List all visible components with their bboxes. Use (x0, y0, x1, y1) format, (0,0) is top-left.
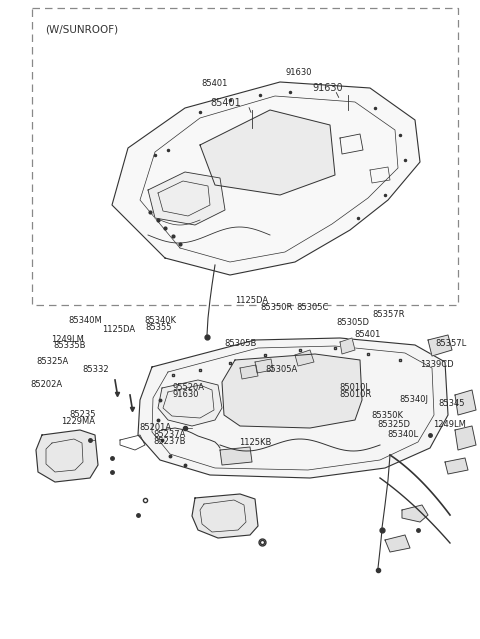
Text: 85357L: 85357L (435, 339, 466, 348)
Polygon shape (445, 458, 468, 474)
Text: 1229MA: 1229MA (61, 417, 96, 426)
Polygon shape (148, 172, 225, 225)
Text: 85305C: 85305C (297, 303, 329, 312)
Polygon shape (402, 505, 428, 522)
Text: 85340J: 85340J (399, 395, 428, 404)
Text: 85202A: 85202A (30, 380, 62, 389)
Text: 91630: 91630 (286, 68, 312, 77)
Text: 85355: 85355 (145, 323, 171, 332)
Polygon shape (295, 350, 314, 366)
Polygon shape (138, 338, 448, 478)
Text: 85350K: 85350K (371, 412, 403, 420)
Text: 1249LM: 1249LM (433, 420, 466, 429)
Text: 85237A: 85237A (154, 430, 186, 439)
Text: 1125KB: 1125KB (239, 438, 271, 447)
Polygon shape (455, 426, 476, 450)
Text: 85345: 85345 (438, 399, 465, 408)
Text: 85332: 85332 (83, 365, 109, 374)
Polygon shape (36, 430, 98, 482)
Text: 85401: 85401 (355, 330, 381, 339)
Text: 85340M: 85340M (69, 316, 102, 325)
Text: 85350R: 85350R (261, 303, 293, 312)
Text: 85401: 85401 (210, 98, 241, 108)
Text: 85010L: 85010L (339, 383, 370, 392)
Polygon shape (112, 82, 420, 275)
Text: 1125DA: 1125DA (102, 325, 135, 334)
Text: 85325D: 85325D (378, 420, 411, 429)
Text: 85401: 85401 (202, 79, 228, 88)
Text: 1249LM: 1249LM (51, 335, 84, 344)
Polygon shape (455, 390, 476, 415)
Polygon shape (158, 380, 222, 426)
Text: 85010R: 85010R (339, 390, 371, 399)
Text: 85305B: 85305B (225, 339, 257, 348)
Text: 85237B: 85237B (154, 437, 186, 446)
Text: 85201A: 85201A (139, 423, 171, 432)
Polygon shape (340, 338, 355, 354)
Polygon shape (428, 335, 452, 356)
Text: 91630: 91630 (312, 83, 343, 93)
Polygon shape (200, 110, 335, 195)
Text: 85357R: 85357R (372, 310, 405, 319)
Polygon shape (222, 354, 362, 428)
Text: 85325A: 85325A (36, 357, 68, 366)
Text: 85235: 85235 (70, 410, 96, 419)
Text: 85335B: 85335B (53, 341, 86, 350)
Text: (W/SUNROOF): (W/SUNROOF) (45, 24, 118, 34)
Text: 85340L: 85340L (387, 430, 418, 439)
Text: 85305A: 85305A (265, 365, 298, 374)
Text: 1125DA: 1125DA (235, 296, 268, 305)
Text: 1339CD: 1339CD (420, 360, 454, 369)
Polygon shape (240, 365, 258, 379)
Polygon shape (220, 447, 252, 465)
Text: 85340K: 85340K (144, 316, 176, 325)
Polygon shape (385, 535, 410, 552)
Text: 85305D: 85305D (336, 318, 369, 327)
Polygon shape (255, 359, 273, 373)
Polygon shape (192, 494, 258, 538)
Text: 91630: 91630 (173, 390, 199, 399)
Text: 95520A: 95520A (173, 383, 205, 392)
